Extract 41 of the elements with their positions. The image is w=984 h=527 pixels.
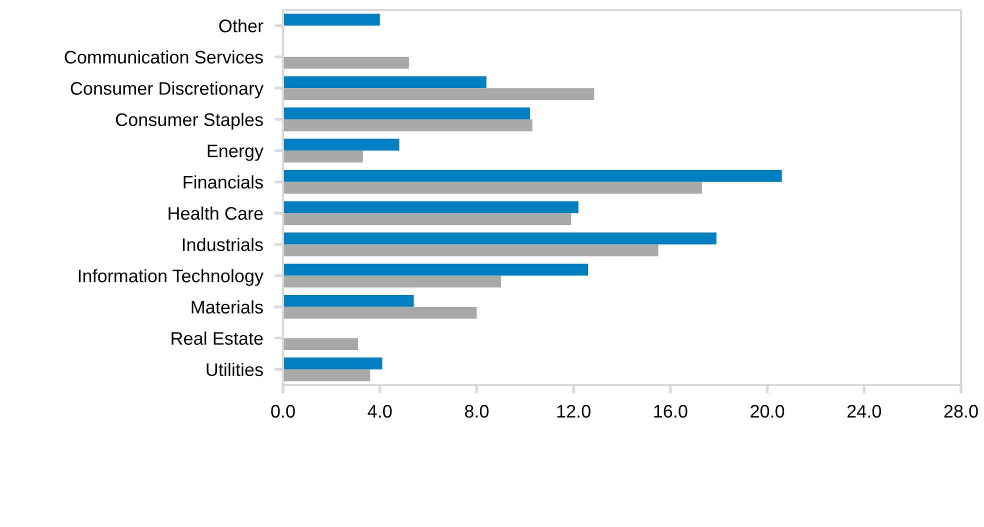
bar [283, 88, 594, 100]
x-tick-label: 28.0 [944, 404, 978, 418]
y-tick-label: Materials [192, 300, 263, 314]
bar [283, 369, 370, 382]
y-tick-label: Financials [184, 175, 263, 189]
bar [283, 170, 782, 182]
x-tick-label: 24.0 [847, 404, 882, 418]
bar [283, 138, 400, 151]
y-tick-label: Industrials [182, 238, 263, 252]
x-tick-label: 0.0 [271, 404, 295, 418]
x-tick-label: 8.0 [464, 404, 489, 418]
bar [283, 276, 501, 288]
bar [283, 119, 532, 132]
bar [283, 56, 409, 69]
x-tick-label: 4.0 [368, 404, 392, 418]
x-tick-label: 16.0 [654, 404, 688, 418]
bar [283, 182, 702, 194]
bar [283, 14, 380, 26]
bar [283, 213, 572, 225]
y-tick-label: Information Technology [78, 269, 264, 286]
bar [283, 338, 358, 350]
bar [283, 358, 382, 370]
y-tick-label: Consumer Discretionary [70, 82, 264, 98]
y-tick-label: Other [219, 19, 264, 32]
bar [283, 76, 486, 88]
x-tick-label: 20.0 [750, 404, 784, 418]
y-tick-label: Communication Services [64, 50, 263, 64]
bar [283, 306, 477, 319]
bar [283, 244, 658, 256]
bar [283, 150, 363, 162]
y-tick-label: Consumer Staples [116, 112, 263, 130]
y-tick-label: Energy [208, 144, 264, 161]
x-tick-label: 12.0 [557, 404, 590, 418]
bar [283, 108, 530, 120]
bar [283, 232, 716, 244]
bar [283, 264, 588, 276]
bar [283, 201, 578, 214]
y-tick-label: Real Estate [172, 332, 263, 345]
bar [283, 295, 414, 307]
y-tick-label: Health Care [168, 206, 263, 220]
y-tick-label: Utilities [206, 362, 263, 376]
